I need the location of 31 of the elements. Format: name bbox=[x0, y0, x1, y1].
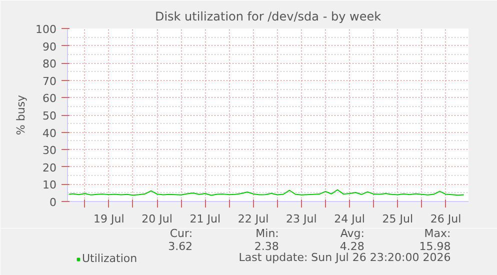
y-tick-label: 40 bbox=[42, 126, 57, 140]
text: Last update: Sun Jul 26 23:20:00 2026 bbox=[238, 251, 451, 264]
x-tick-label: 23 Jul bbox=[286, 212, 317, 226]
y-tick-label: 90 bbox=[42, 40, 57, 54]
y-tick-label: 70 bbox=[42, 74, 57, 88]
x-tick-label: 26 Jul bbox=[430, 212, 462, 226]
x-tick-label: 20 Jul bbox=[142, 212, 172, 226]
x-tick-label: 19 Jul bbox=[94, 212, 124, 226]
y-tick-label: 30 bbox=[42, 144, 57, 158]
chart-title: Disk utilization for /dev/sda - by week bbox=[154, 10, 382, 24]
legend-label: Utilization bbox=[82, 252, 138, 265]
y-tick-label: 50 bbox=[42, 110, 57, 122]
x-tick-label: 22 Jul bbox=[238, 212, 269, 226]
text: 3.62 bbox=[168, 240, 193, 253]
y-tick-label: 20 bbox=[42, 161, 57, 174]
text: 4.28 bbox=[340, 240, 364, 253]
y-tick-label: 100 bbox=[36, 23, 57, 36]
x-tick-label: 21 Jul bbox=[190, 212, 221, 226]
text: 2.38 bbox=[254, 240, 279, 253]
text: Min: bbox=[256, 227, 279, 240]
text: Avg: bbox=[340, 227, 364, 240]
y-axis-title: % busy bbox=[14, 94, 28, 136]
x-tick-label: 24 Jul bbox=[334, 212, 365, 226]
y-tick-label: 60 bbox=[42, 92, 57, 106]
x-tick-label: 25 Jul bbox=[382, 212, 414, 226]
y-tick-label: 10 bbox=[42, 178, 57, 192]
text: Max: bbox=[424, 227, 451, 240]
text: Cur: bbox=[170, 227, 193, 240]
y-tick-label: 0 bbox=[50, 196, 56, 209]
y-tick-label: 80 bbox=[42, 58, 57, 71]
text: 15.98 bbox=[419, 240, 451, 253]
